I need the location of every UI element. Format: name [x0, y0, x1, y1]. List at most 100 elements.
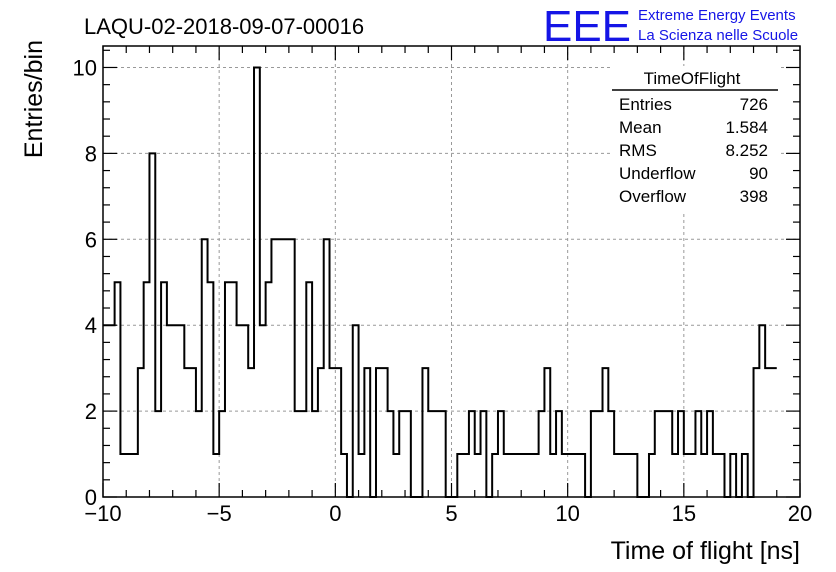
histogram-bin: [701, 454, 707, 497]
logo-letters: EEE: [543, 2, 631, 51]
histogram-bin: [690, 454, 696, 497]
histogram-bin: [730, 454, 736, 497]
histogram-bin: [219, 411, 225, 497]
histogram-bin: [661, 411, 667, 497]
histogram-bin: [533, 454, 539, 497]
histogram-bin: [422, 368, 428, 497]
histogram-bin: [573, 454, 579, 497]
histogram-bin: [568, 454, 574, 497]
histogram-bin: [149, 153, 155, 497]
histogram-bin: [388, 411, 394, 497]
histogram-bin: [469, 411, 475, 497]
histogram-bin: [126, 454, 132, 497]
x-tick-label: −5: [207, 501, 232, 526]
histogram-bin: [539, 411, 545, 497]
histogram-bin: [666, 411, 672, 497]
histogram-bin: [759, 325, 765, 497]
y-axis-label: Entries/bin: [20, 40, 48, 158]
histogram-bin: [719, 454, 725, 497]
histogram-bin: [678, 411, 684, 497]
histogram-bin: [428, 411, 434, 497]
eee-logo: EEE Extreme Energy Events La Scienza nel…: [543, 2, 798, 51]
histogram-bin: [591, 411, 597, 497]
histogram-bin: [330, 368, 336, 497]
histogram-bin: [115, 282, 121, 497]
y-tick-label: 4: [85, 313, 97, 338]
histogram-bin: [504, 454, 510, 497]
y-tick-labels: 0 2 4 6 8 10: [73, 55, 97, 510]
histogram-bin: [132, 454, 138, 497]
histogram-bin: [231, 282, 237, 497]
histogram-bin: [440, 411, 446, 497]
histogram-bin: [138, 368, 144, 497]
histogram-bin: [312, 411, 318, 497]
stats-value-entries: 726: [740, 95, 768, 114]
x-axis-label: Time of flight [ns]: [611, 537, 800, 565]
histogram-series: [103, 66, 777, 498]
logo-line-1: Extreme Energy Events: [638, 7, 796, 24]
histogram-bin: [382, 368, 388, 497]
histogram-bin: [597, 411, 603, 497]
histogram-bin: [173, 325, 179, 497]
histogram-bin: [196, 411, 202, 497]
histogram-bin: [556, 411, 562, 497]
stats-value-mean: 1.584: [725, 118, 768, 137]
histogram-bin: [579, 454, 585, 497]
histogram-bin: [295, 411, 301, 497]
histogram-bin: [341, 454, 347, 497]
histogram-bin: [713, 454, 719, 497]
histogram-bin: [515, 454, 521, 497]
histogram-bin: [306, 282, 312, 497]
logo-line-2: La Scienza nelle Scuole: [638, 27, 798, 44]
histogram-outline: [103, 66, 777, 498]
histogram-bin: [277, 239, 283, 497]
histogram-bin: [353, 325, 359, 497]
histogram-bin: [248, 368, 254, 497]
histogram-bin: [481, 411, 487, 497]
histogram-bin: [271, 239, 277, 497]
histogram-bin: [161, 282, 167, 497]
histogram-bin: [510, 454, 516, 497]
histogram-bin: [335, 368, 341, 497]
histogram-bin: [190, 368, 196, 497]
histogram-bin: [463, 454, 469, 497]
stats-label-underflow: Underflow: [619, 164, 696, 183]
histogram-bin: [376, 368, 382, 497]
histogram-bin: [364, 368, 370, 497]
histogram-bin: [655, 411, 661, 497]
histogram-bin: [202, 239, 208, 497]
x-tick-label: 10: [555, 501, 579, 526]
histogram-bin: [393, 454, 399, 497]
x-tick-label: 5: [445, 501, 457, 526]
histogram-bin: [457, 454, 463, 497]
histogram-bin: [266, 282, 272, 497]
histogram-bin: [707, 411, 713, 497]
histogram-bin: [283, 239, 289, 497]
histogram-bin: [695, 411, 701, 497]
x-tick-label: −10: [84, 501, 121, 526]
histogram-bin: [405, 411, 411, 497]
histogram-bin: [527, 454, 533, 497]
histogram-bin: [684, 454, 690, 497]
histogram-bin: [155, 411, 161, 497]
histogram-bin: [620, 454, 626, 497]
histogram-bin: [649, 454, 655, 497]
histogram-bin: [632, 454, 638, 497]
histogram-bin: [120, 454, 126, 497]
histogram-bin: [289, 239, 295, 497]
y-tick-label: 2: [85, 399, 97, 424]
histogram-bin: [742, 454, 748, 497]
x-tick-labels: −10 −5 0 5 10 15 20: [84, 501, 812, 526]
y-tick-label: 0: [85, 485, 97, 510]
histogram-bin: [434, 411, 440, 497]
stats-title: TimeOfFlight: [644, 69, 741, 88]
histogram-bin: [492, 454, 498, 497]
histogram-bin: [765, 368, 771, 497]
histogram-bin: [213, 454, 219, 497]
histogram-bin: [771, 368, 777, 497]
histogram-bin: [498, 411, 504, 497]
stats-label-mean: Mean: [619, 118, 662, 137]
y-tick-label: 8: [85, 141, 97, 166]
histogram-bin: [318, 368, 324, 497]
